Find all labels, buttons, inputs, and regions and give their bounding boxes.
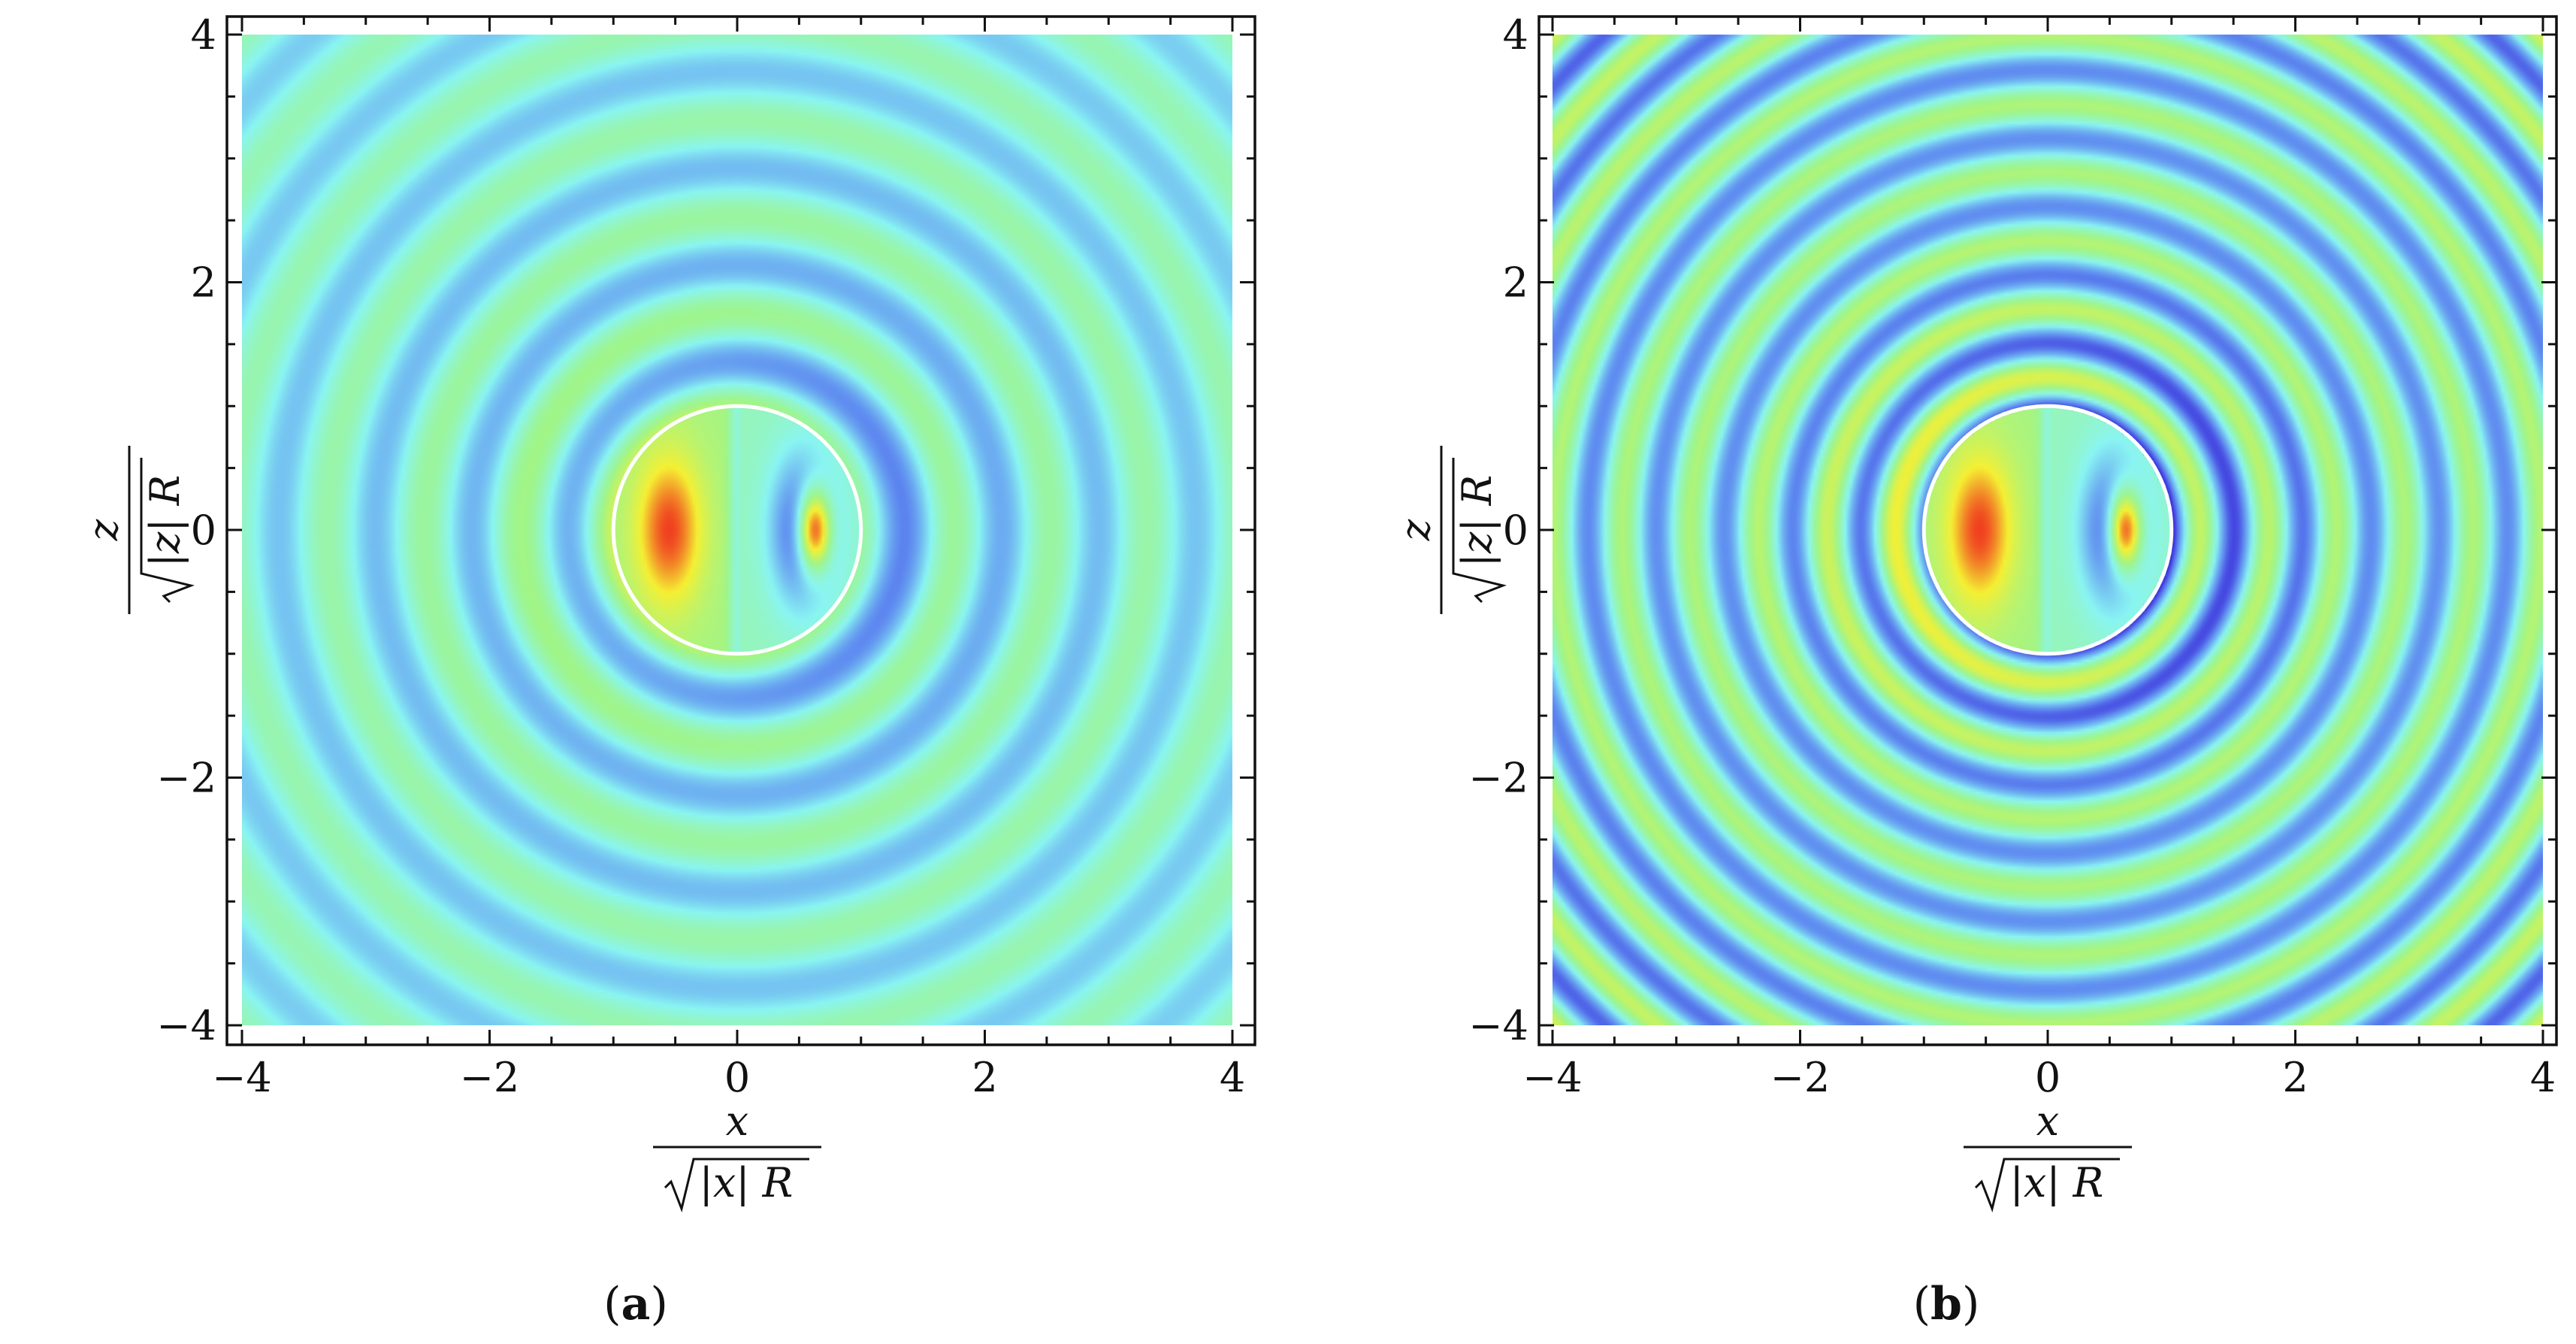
x-tick-label: 4 <box>1220 1054 1245 1101</box>
x-tick-label: 0 <box>2035 1054 2060 1101</box>
y-axis-label-radical-sign <box>1452 458 1507 604</box>
y-tick-label: −2 <box>1468 755 1528 802</box>
y-tick-label: 0 <box>191 507 216 554</box>
y-tick-label: 2 <box>1503 259 1528 307</box>
heatmap-field <box>1553 35 2543 1025</box>
y-axis-label-denominator: |z| R <box>1453 475 1501 568</box>
sphere-boundary <box>1921 404 2174 656</box>
x-tick-label: −2 <box>1770 1054 1831 1101</box>
y-tick-label: 4 <box>191 11 216 59</box>
panel-a: −4 −2 0 2 4 −4 −2 0 2 4 x |x| R z |z| R (a) <box>80 11 1256 1330</box>
y-axis-label: z |z| R <box>1392 446 1507 614</box>
x-axis-label-denominator: |x| R <box>2010 1159 2104 1206</box>
x-axis-label-radical-sign <box>664 1158 809 1212</box>
x-axis-label: x |x| R <box>653 1097 821 1212</box>
x-tick-label: 4 <box>2530 1054 2556 1101</box>
panel-label: (a) <box>603 1278 668 1330</box>
x-tick-label: −2 <box>460 1054 520 1101</box>
y-axis-label-numerator: z <box>80 519 127 541</box>
panel-b: −4 −2 0 2 4 −4 −2 0 2 4 x |x| R z |z| R (b) <box>1392 11 2558 1330</box>
y-tick-label: 4 <box>1503 11 1528 59</box>
x-tick-label: −4 <box>212 1054 272 1101</box>
x-tick-label: 2 <box>972 1054 997 1101</box>
y-axis-label-denominator: |z| R <box>141 475 189 568</box>
x-axis-label: x |x| R <box>1964 1097 2132 1212</box>
heatmap-field <box>242 35 1232 1025</box>
x-tick-label: 0 <box>724 1054 750 1101</box>
y-axis-label-radical-sign <box>140 458 195 604</box>
y-tick-label: −4 <box>156 1002 216 1049</box>
y-tick-label: 0 <box>1503 507 1528 554</box>
y-axis-label-numerator: z <box>1392 519 1439 541</box>
y-tick-label: −2 <box>156 755 216 802</box>
y-tick-label: −4 <box>1468 1002 1528 1049</box>
x-axis-label-denominator: |x| R <box>700 1159 794 1206</box>
panel-label: (b) <box>1913 1278 1980 1330</box>
x-tick-label: 2 <box>2282 1054 2308 1101</box>
x-axis-label-numerator: x <box>726 1097 748 1145</box>
x-axis-label-radical-sign <box>1974 1158 2120 1212</box>
y-axis-label: z |z| R <box>80 446 195 614</box>
x-tick-label: −4 <box>1522 1054 1583 1101</box>
y-tick-label: 2 <box>191 259 216 307</box>
sphere-boundary <box>611 404 863 656</box>
x-axis-label-numerator: x <box>2036 1097 2059 1145</box>
